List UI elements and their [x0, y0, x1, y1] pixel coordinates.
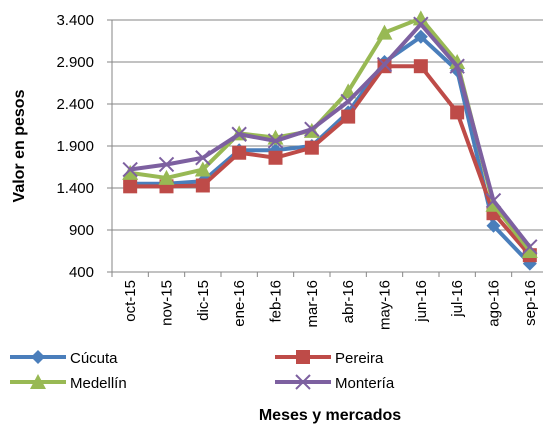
x-axis-label: Meses y mercados [259, 407, 401, 424]
marker [413, 16, 429, 32]
marker [450, 105, 465, 120]
x-tick-label: mar-16 [304, 280, 321, 328]
marker [522, 239, 538, 255]
marker [486, 218, 501, 233]
marker [158, 156, 175, 173]
legend-label: Pereira [335, 350, 384, 367]
y-tick-label: 2.400 [56, 96, 94, 113]
marker [267, 133, 284, 149]
series-line [129, 22, 532, 249]
legend-label: Montería [335, 375, 395, 392]
marker [295, 374, 311, 390]
marker [30, 374, 46, 389]
x-tick-label: may-16 [377, 280, 394, 330]
marker [31, 350, 45, 364]
x-tick-label: abr-16 [340, 280, 357, 323]
marker [268, 150, 283, 165]
marker [376, 56, 393, 73]
marker [231, 126, 247, 142]
x-tick-label: sep-16 [522, 280, 539, 326]
y-tick-label: 3.400 [56, 12, 94, 29]
marker [195, 150, 211, 166]
marker [122, 164, 139, 180]
y-tick-label: 400 [69, 264, 94, 281]
marker [340, 93, 356, 110]
y-axis-label: Valor en pesos [11, 89, 28, 202]
x-tick-label: jun-16 [413, 280, 430, 323]
marker [122, 161, 138, 178]
y-tick-label: 2.900 [56, 54, 94, 71]
x-tick-label: oct-15 [122, 280, 139, 322]
y-tick-label: 1.400 [56, 180, 94, 197]
marker [304, 121, 320, 137]
marker [449, 58, 465, 74]
marker [123, 179, 138, 194]
x-tick-label: ago-16 [486, 280, 503, 327]
marker [194, 161, 211, 177]
marker [376, 24, 393, 40]
x-tick-label: dic-15 [195, 280, 212, 321]
marker [521, 243, 538, 258]
marker [296, 350, 310, 364]
marker [341, 109, 356, 124]
marker [158, 169, 175, 185]
x-tick-label: ene-16 [231, 280, 248, 327]
y-tick-label: 900 [69, 222, 94, 239]
marker [413, 59, 428, 74]
y-tick-label: 1.900 [56, 138, 94, 155]
x-tick-label: nov-15 [159, 280, 176, 326]
x-tick-label: feb-16 [268, 280, 285, 323]
marker [449, 54, 466, 69]
marker [304, 140, 319, 155]
x-tick-label: jul-16 [449, 280, 466, 318]
marker [232, 145, 247, 160]
legend-label: Cúcuta [70, 350, 118, 367]
marker [413, 29, 428, 44]
marker [485, 192, 502, 209]
legend-label: Medellín [70, 375, 127, 392]
marker [195, 178, 210, 193]
